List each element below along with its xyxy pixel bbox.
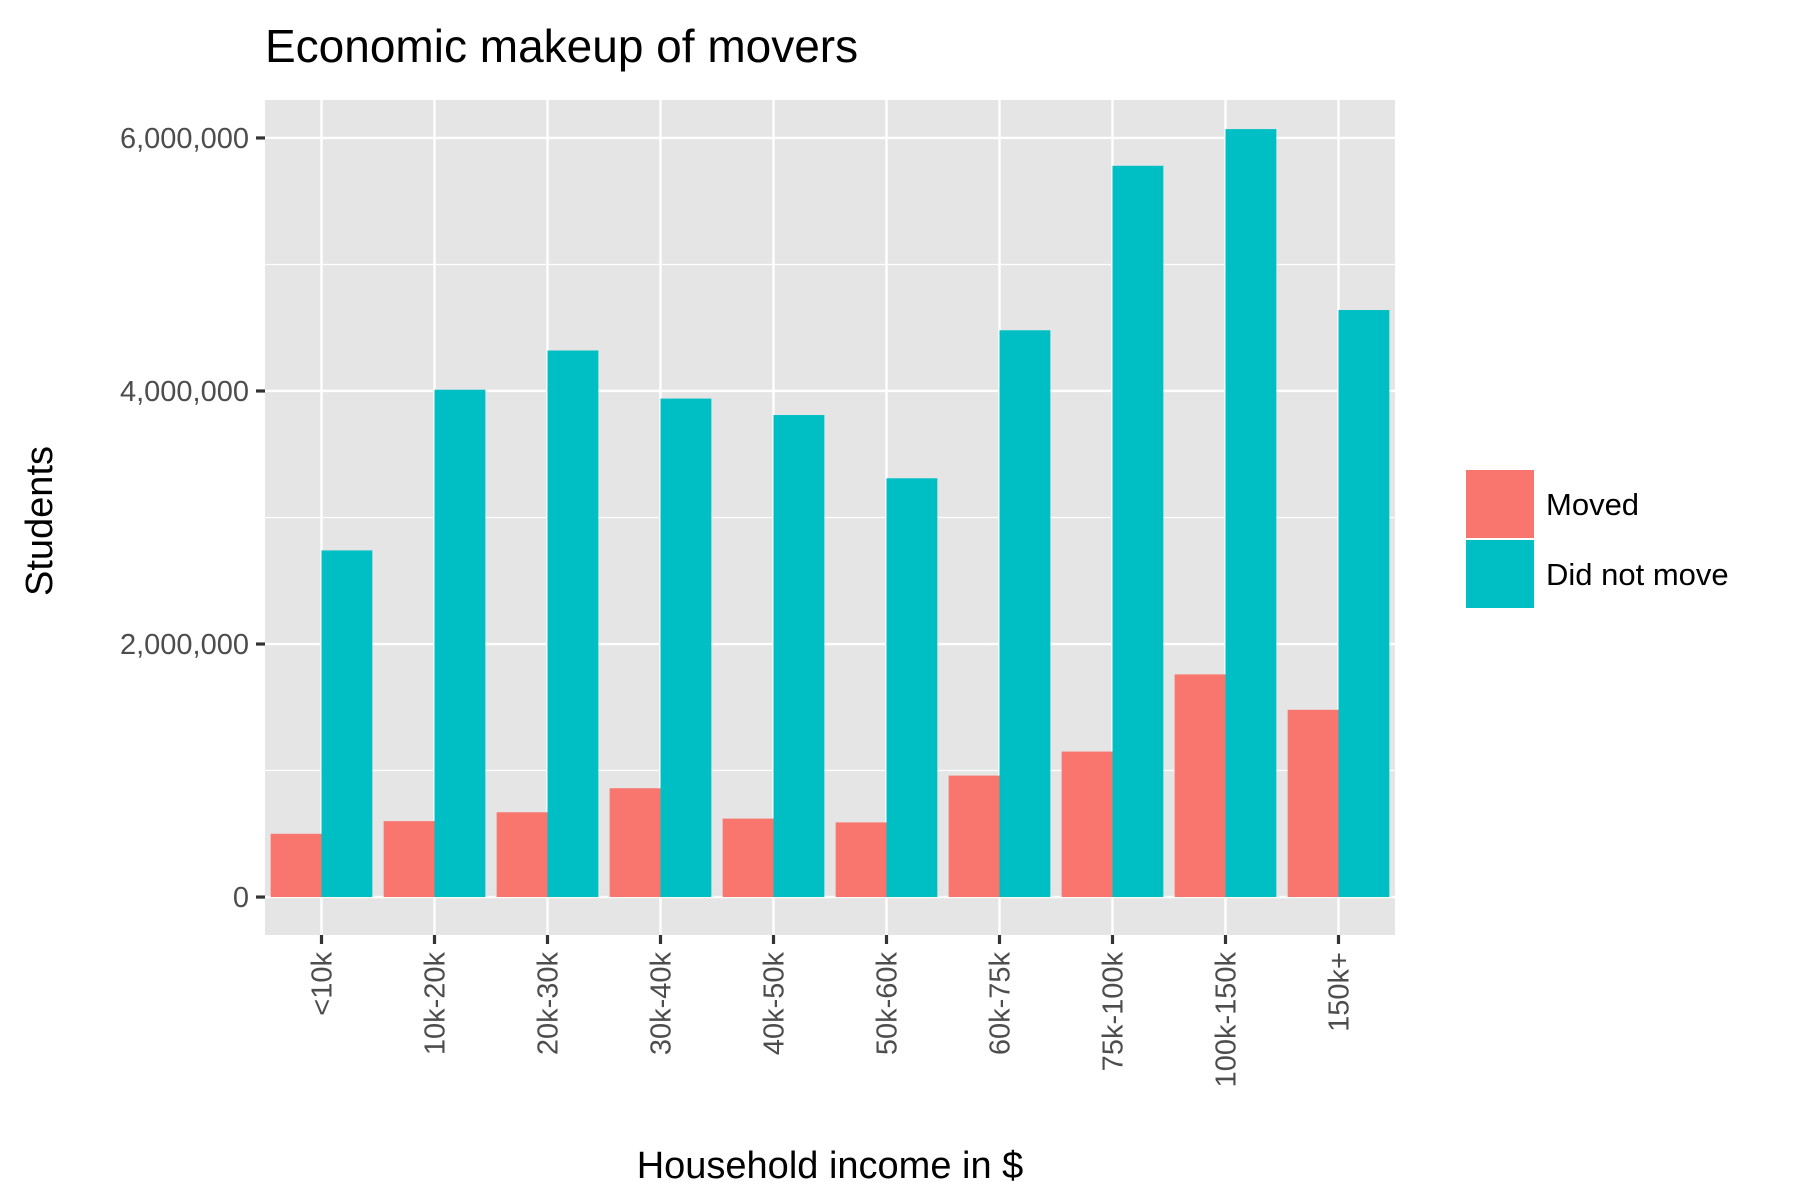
legend: Moved Did not move [1466,470,1729,608]
bar-did-not-move [1338,310,1390,898]
bar-moved [383,821,435,898]
bar-did-not-move [1112,165,1164,898]
legend-swatch [1466,470,1534,538]
legend-label: Moved [1546,487,1639,522]
x-tick-label: 100k-150k [1211,952,1243,1088]
bar-moved [270,833,322,898]
bar-did-not-move [886,478,938,898]
bar-moved [1174,674,1226,898]
y-tick-label: 2,000,000 [120,629,249,661]
x-tick-label: 50k-60k [872,952,904,1056]
bar-did-not-move [773,415,825,898]
bar-did-not-move [321,550,373,898]
x-tick-label: 10k-20k [420,952,452,1056]
bar-did-not-move [1225,129,1277,898]
legend-swatch [1466,540,1534,608]
bar-moved [835,822,887,898]
bar-moved [948,775,1000,898]
y-tick-label: 0 [233,882,249,914]
y-tick-label: 6,000,000 [120,123,249,155]
bar-moved [722,818,774,898]
chart-title: Economic makeup of movers [265,20,858,72]
bars [270,129,1390,898]
x-tick-label: 60k-75k [985,952,1017,1056]
y-axis-title: Students [19,446,61,596]
bar-did-not-move [999,330,1051,898]
x-tick-label: 150k+ [1324,952,1356,1032]
bar-did-not-move [660,398,712,898]
bar-moved [1061,751,1113,898]
bar-moved [609,788,661,898]
legend-label: Did not move [1546,557,1729,592]
x-axis-title: Household income in $ [637,1145,1024,1187]
y-tick-label: 4,000,000 [120,376,249,408]
y-axis: 0 2,000,000 4,000,000 6,000,000 [120,123,265,914]
bar-did-not-move [434,389,486,898]
x-axis: <10k 10k-20k 20k-30k 30k-40k 40k-50k 50k-60k 6… [307,935,1356,1087]
x-tick-label: 30k-40k [646,952,678,1056]
x-tick-label: <10k [307,952,339,1016]
x-tick-label: 75k-100k [1098,952,1130,1072]
x-tick-label: 40k-50k [759,952,791,1056]
bar-moved [1287,709,1339,898]
bar-moved [496,812,548,898]
bar-did-not-move [547,350,599,898]
x-tick-label: 20k-30k [533,952,565,1056]
